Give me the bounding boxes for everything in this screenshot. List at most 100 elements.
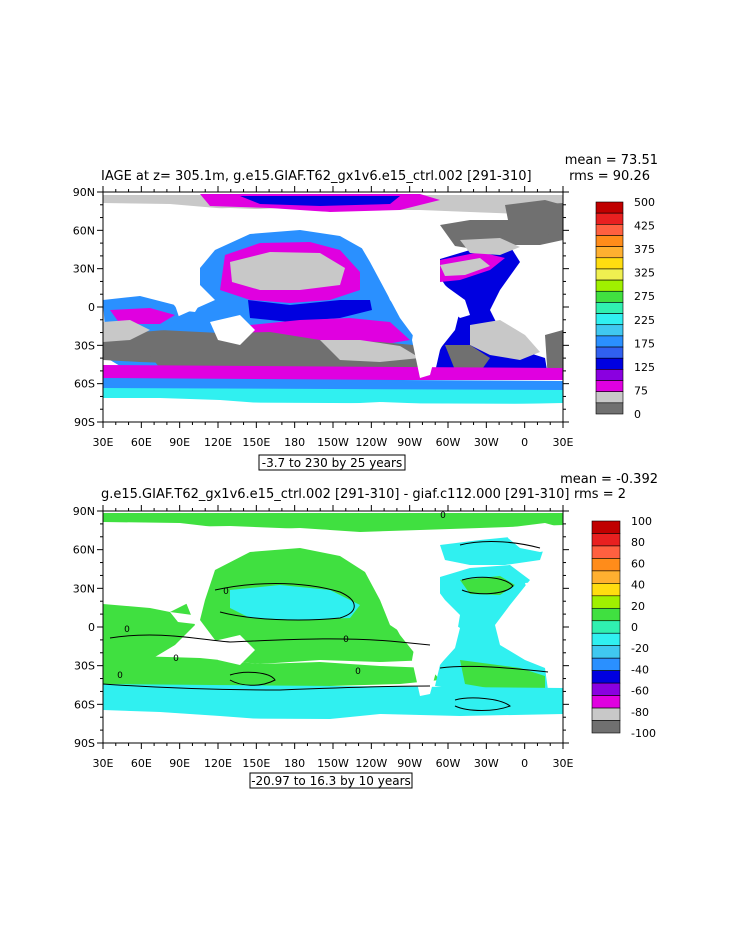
map-age-lon-label: 180 xyxy=(284,436,305,449)
colorbar-age-label: 175 xyxy=(634,337,655,350)
contour-label: 0 xyxy=(355,667,361,677)
colorbar-diff-swatch xyxy=(591,607,621,622)
panel-diff-range-box xyxy=(249,772,413,789)
contour-label: 0 xyxy=(343,635,349,645)
map-age-lat-label: 60S xyxy=(74,378,95,391)
colorbar-age: 500 425 375 325 275 225 175 125 75 0 xyxy=(595,196,655,421)
colorbar-diff-swatch xyxy=(591,657,621,671)
map-age-lon-label: 60E xyxy=(131,436,152,449)
colorbar-diff-swatch xyxy=(591,533,621,547)
colorbar-age-label: 125 xyxy=(634,361,655,374)
panel-diff-range-label: -20.97 to 16.3 by 10 years xyxy=(251,774,411,788)
map-age-lat-label: 30N xyxy=(73,263,95,276)
map-diff-lat-label: 0 xyxy=(88,621,95,634)
colorbar-diff-label: -40 xyxy=(631,663,649,676)
colorbar-diff-label: 40 xyxy=(631,579,645,592)
colorbar-age-swatch xyxy=(595,369,624,381)
map-diff-lon-label: 90E xyxy=(169,757,190,770)
map-diff-lon-label: 30E xyxy=(93,757,114,770)
map-diff: 0 0 0 0 0 0 0 xyxy=(103,511,563,743)
map-age-lon-label: 0 xyxy=(521,436,528,449)
panel-diff: g.e15.GIAF.T62_gx1v6.e15_ctrl.002 [291-3… xyxy=(73,472,658,789)
map-diff-lon-label: 60E xyxy=(131,757,152,770)
panel-age-range-label: -3.7 to 230 by 25 years xyxy=(262,456,402,470)
colorbar-age-label: 375 xyxy=(634,243,655,256)
colorbar-age-swatch xyxy=(595,201,624,214)
map-age-lat-label: 30S xyxy=(74,339,95,352)
colorbar-diff: 100 80 60 40 20 0 -20 -40 -60 -80 -100 xyxy=(591,515,656,740)
map-diff-lat-label: 30S xyxy=(74,660,95,673)
colorbar-diff-swatch xyxy=(591,595,621,609)
colorbar-age-swatch xyxy=(595,324,624,337)
colorbar-age-swatch xyxy=(595,302,624,314)
panel-age-rms: rms = 90.26 xyxy=(569,169,650,184)
colorbar-diff-label: 0 xyxy=(631,621,638,634)
colorbar-diff-swatch xyxy=(591,545,621,559)
colorbar-diff-swatch xyxy=(591,558,621,572)
panel-age: IAGE at z= 305.1m, g.e15.GIAF.T62_gx1v6.… xyxy=(73,153,658,471)
colorbar-diff-swatch xyxy=(591,707,621,721)
contour-label: 0 xyxy=(117,671,123,681)
panel-age-range-box xyxy=(258,454,406,471)
colorbar-age-swatch xyxy=(595,268,624,281)
colorbar-diff-label: 100 xyxy=(631,515,652,528)
colorbar-diff-label: 20 xyxy=(631,600,645,613)
map-diff-lat-label: 90S xyxy=(74,737,95,750)
colorbar-age-swatch xyxy=(595,391,624,404)
map-diff-lon-label: 180 xyxy=(284,757,305,770)
colorbar-diff-label: -80 xyxy=(631,706,649,719)
map-age-lon-label: 120E xyxy=(204,436,232,449)
panel-diff-mean: mean = -0.392 xyxy=(560,472,658,487)
colorbar-age-label: 275 xyxy=(634,290,655,303)
map-age-lat-label: 90N xyxy=(73,186,95,199)
map-diff-lon-label: 120W xyxy=(355,757,387,770)
map-diff-lat-label: 90N xyxy=(73,505,95,518)
map-age-lat-label: 60N xyxy=(73,224,95,237)
colorbar-age-swatch xyxy=(595,290,624,303)
map-age-lon-label: 150W xyxy=(317,436,349,449)
map-diff-lon-label: 150E xyxy=(242,757,270,770)
colorbar-diff-label: 60 xyxy=(631,557,645,570)
colorbar-age-label: 75 xyxy=(634,384,648,397)
colorbar-diff-swatch xyxy=(591,520,621,534)
map-age-lon-label: 30E xyxy=(93,436,114,449)
colorbar-diff-swatch xyxy=(591,570,621,584)
map-age xyxy=(103,192,563,422)
colorbar-age-swatch xyxy=(595,402,624,415)
contour-label: 0 xyxy=(223,587,229,597)
map-diff-lon-label: 30E xyxy=(553,757,574,770)
colorbar-diff-swatch xyxy=(591,720,621,734)
panel-diff-rms: rms = 2 xyxy=(574,487,626,502)
map-age-lon-label: 60W xyxy=(436,436,461,449)
colorbar-age-swatch xyxy=(595,335,624,348)
colorbar-age-label: 325 xyxy=(634,267,655,280)
colorbar-age-swatch xyxy=(595,313,624,326)
colorbar-age-swatch xyxy=(595,224,624,236)
map-age-lon-label: 150E xyxy=(242,436,270,449)
map-age-lon-label: 30W xyxy=(474,436,499,449)
colorbar-age-swatch xyxy=(595,235,624,247)
colorbar-age-swatch xyxy=(595,257,624,270)
map-diff-lon-label: 0 xyxy=(521,757,528,770)
colorbar-age-label: 0 xyxy=(634,408,641,421)
colorbar-diff-swatch xyxy=(591,620,621,634)
map-diff-axes: 90N 60N 30N 0 30S 60S 90S 30E 60E 90E 120E 150E 180 1… xyxy=(73,505,574,770)
map-diff-lon-label: 120E xyxy=(204,757,232,770)
contour-label: 0 xyxy=(440,511,446,521)
map-diff-lat-label: 60N xyxy=(73,544,95,557)
colorbar-age-swatch xyxy=(595,279,624,292)
colorbar-age-swatch xyxy=(595,380,624,392)
map-age-lon-label: 90E xyxy=(169,436,190,449)
map-diff-lat-label: 30N xyxy=(73,582,95,595)
map-diff-lon-label: 30W xyxy=(474,757,499,770)
map-age-lat-label: 90S xyxy=(74,416,95,429)
colorbar-diff-label: 80 xyxy=(631,536,645,549)
colorbar-age-swatch xyxy=(595,346,624,359)
colorbar-age-label: 500 xyxy=(634,196,655,209)
colorbar-diff-swatch xyxy=(591,695,621,709)
colorbar-age-swatch xyxy=(595,246,624,259)
panel-diff-title: g.e15.GIAF.T62_gx1v6.e15_ctrl.002 [291-3… xyxy=(101,487,570,502)
map-diff-lon-label: 90W xyxy=(397,757,422,770)
map-diff-lat-label: 60S xyxy=(74,698,95,711)
